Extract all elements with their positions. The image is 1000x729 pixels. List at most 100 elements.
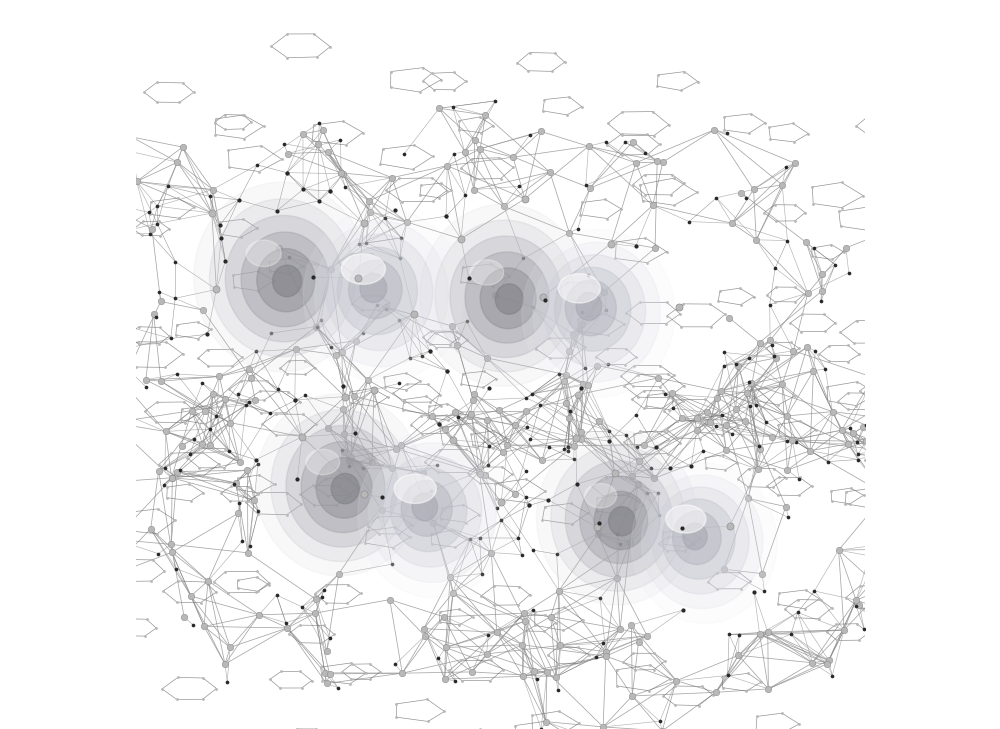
Point bbox=[351, 482, 367, 494]
Point bbox=[617, 136, 633, 148]
Point bbox=[905, 216, 921, 227]
Point bbox=[601, 425, 617, 437]
Point bbox=[486, 425, 502, 437]
Point bbox=[109, 345, 125, 356]
Point bbox=[671, 301, 687, 313]
Point bbox=[630, 478, 646, 490]
Point bbox=[630, 369, 646, 381]
Point bbox=[249, 159, 265, 171]
Point bbox=[309, 321, 325, 332]
Point bbox=[643, 462, 659, 474]
Point bbox=[394, 667, 410, 679]
Point bbox=[860, 316, 876, 328]
Point bbox=[207, 129, 223, 141]
Point bbox=[850, 453, 866, 465]
Point bbox=[195, 304, 211, 316]
Point bbox=[501, 270, 517, 281]
Point bbox=[902, 278, 918, 289]
Point bbox=[337, 391, 353, 402]
Point bbox=[270, 386, 286, 397]
Point bbox=[175, 141, 191, 153]
Point bbox=[944, 532, 960, 544]
Point bbox=[149, 96, 165, 108]
Point bbox=[378, 301, 394, 313]
Point bbox=[556, 375, 572, 386]
Point bbox=[667, 394, 683, 405]
Point bbox=[535, 105, 551, 117]
Ellipse shape bbox=[194, 182, 369, 372]
Point bbox=[183, 495, 199, 507]
Point bbox=[768, 281, 784, 293]
Point bbox=[845, 427, 861, 439]
Point bbox=[954, 406, 970, 418]
Point bbox=[636, 439, 652, 451]
Point bbox=[676, 531, 692, 542]
Point bbox=[858, 419, 874, 431]
Point bbox=[439, 364, 455, 376]
Ellipse shape bbox=[412, 493, 438, 521]
Point bbox=[268, 429, 284, 441]
Point bbox=[908, 386, 924, 398]
Point bbox=[522, 47, 538, 58]
Point bbox=[660, 531, 676, 543]
Point bbox=[632, 297, 648, 308]
Point bbox=[914, 476, 930, 488]
Point bbox=[794, 308, 810, 320]
Point bbox=[837, 498, 853, 510]
Point bbox=[113, 470, 129, 482]
Point bbox=[722, 521, 738, 532]
Point bbox=[881, 481, 897, 493]
Point bbox=[590, 528, 606, 539]
Point bbox=[439, 184, 455, 196]
Ellipse shape bbox=[551, 445, 685, 591]
Point bbox=[222, 417, 238, 429]
Point bbox=[442, 572, 458, 583]
Point bbox=[194, 378, 210, 389]
Point bbox=[250, 285, 266, 297]
Point bbox=[375, 143, 391, 155]
Point bbox=[342, 266, 358, 278]
Point bbox=[383, 82, 399, 93]
Point bbox=[748, 234, 764, 246]
Point bbox=[614, 130, 630, 141]
Point bbox=[561, 227, 577, 238]
Point bbox=[342, 490, 358, 502]
Point bbox=[141, 206, 157, 218]
Point bbox=[391, 529, 407, 540]
Point bbox=[205, 388, 221, 399]
Point bbox=[998, 480, 1000, 491]
Point bbox=[343, 657, 359, 668]
Point bbox=[395, 405, 411, 416]
Point bbox=[3, 263, 19, 275]
Point bbox=[636, 402, 652, 414]
Point bbox=[76, 209, 92, 221]
Point bbox=[740, 668, 756, 679]
Point bbox=[570, 223, 586, 235]
Point bbox=[869, 551, 885, 563]
Point bbox=[646, 442, 662, 453]
Point bbox=[412, 189, 428, 200]
Point bbox=[79, 427, 95, 439]
Point bbox=[195, 487, 211, 499]
Point bbox=[714, 409, 730, 421]
Point bbox=[281, 252, 297, 264]
Point bbox=[746, 586, 762, 598]
Point bbox=[824, 254, 840, 265]
Point bbox=[849, 376, 865, 388]
Point bbox=[831, 206, 847, 217]
Point bbox=[186, 87, 202, 98]
Point bbox=[662, 387, 678, 399]
Point bbox=[311, 117, 327, 128]
Point bbox=[461, 273, 477, 284]
Point bbox=[672, 437, 688, 449]
Point bbox=[574, 306, 590, 318]
Point bbox=[398, 367, 414, 379]
Point bbox=[318, 472, 334, 484]
Point bbox=[656, 405, 672, 417]
Point bbox=[391, 378, 407, 389]
Point bbox=[195, 672, 211, 684]
Point bbox=[135, 216, 151, 227]
Point bbox=[439, 398, 455, 410]
Point bbox=[377, 212, 393, 224]
Point bbox=[901, 458, 917, 469]
